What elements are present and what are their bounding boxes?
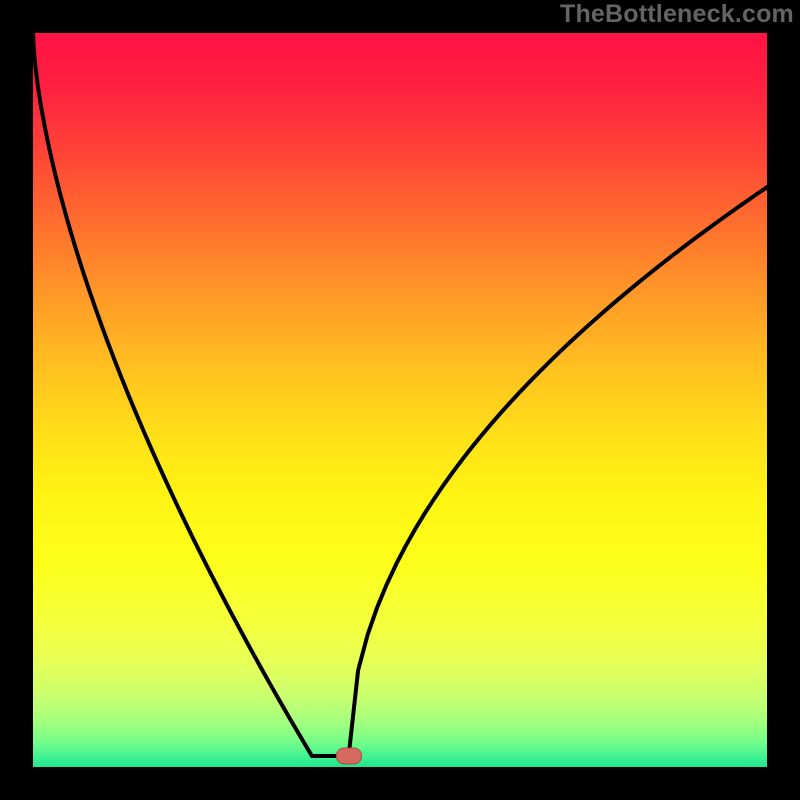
bottleneck-curve xyxy=(33,33,767,767)
optimal-marker xyxy=(336,747,362,764)
watermark-text: TheBottleneck.com xyxy=(560,0,800,29)
curve-path xyxy=(33,33,767,756)
plot-area xyxy=(33,33,767,767)
root: { "canvas": { "width": 800, "height": 80… xyxy=(0,0,800,800)
